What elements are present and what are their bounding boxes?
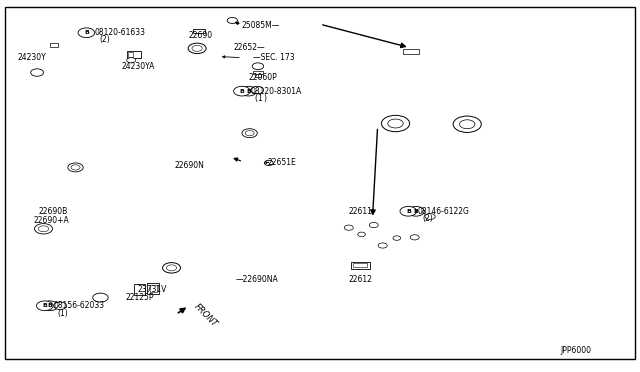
Text: 22611: 22611 (349, 207, 372, 216)
Text: 22690+A: 22690+A (33, 216, 69, 225)
Circle shape (408, 206, 424, 216)
Circle shape (71, 165, 80, 170)
Text: B: B (413, 209, 419, 214)
Circle shape (358, 232, 365, 237)
Circle shape (78, 28, 95, 38)
Text: (2): (2) (422, 214, 433, 223)
Text: B: B (246, 89, 251, 94)
Circle shape (42, 301, 58, 311)
Circle shape (31, 69, 44, 76)
Bar (150, 285, 157, 292)
Text: 23731V: 23731V (138, 285, 167, 294)
Circle shape (460, 120, 475, 129)
Text: B: B (42, 303, 47, 308)
Circle shape (242, 129, 257, 138)
Bar (353, 263, 367, 267)
Circle shape (252, 63, 264, 70)
Bar (351, 262, 370, 269)
Text: FRONT: FRONT (192, 302, 219, 329)
Bar (127, 51, 141, 58)
Circle shape (245, 131, 254, 136)
Text: (1 ): (1 ) (255, 94, 267, 103)
Text: (1): (1) (58, 309, 68, 318)
Text: B: B (84, 30, 89, 35)
Bar (403, 49, 419, 54)
Circle shape (68, 163, 83, 172)
Bar (147, 283, 159, 294)
Circle shape (227, 17, 237, 23)
Circle shape (163, 263, 180, 273)
Circle shape (251, 86, 264, 94)
Text: 24230Y: 24230Y (18, 53, 47, 62)
Circle shape (453, 116, 481, 132)
Circle shape (410, 235, 419, 240)
Circle shape (36, 301, 53, 311)
Circle shape (234, 86, 250, 96)
Circle shape (344, 225, 353, 230)
Text: 25085M—: 25085M— (242, 21, 280, 30)
Text: 22612: 22612 (349, 275, 372, 284)
Circle shape (400, 206, 417, 216)
Circle shape (381, 115, 410, 132)
Text: 22690B: 22690B (38, 207, 68, 216)
Text: 08120-8301A: 08120-8301A (251, 87, 302, 96)
Circle shape (393, 236, 401, 240)
Text: 22652—: 22652— (234, 43, 265, 52)
Bar (255, 74, 261, 77)
Bar (134, 284, 145, 295)
Circle shape (369, 222, 378, 228)
Text: B: B (47, 303, 52, 308)
Circle shape (93, 293, 108, 302)
Bar (253, 71, 263, 74)
Text: 08120-61633: 08120-61633 (95, 28, 146, 37)
Circle shape (425, 214, 435, 219)
Circle shape (378, 243, 387, 248)
Text: 22125P: 22125P (125, 293, 154, 302)
Text: —22690NA: —22690NA (236, 275, 278, 284)
Circle shape (192, 45, 202, 51)
Text: 22690: 22690 (189, 31, 213, 40)
Text: (2): (2) (99, 35, 110, 44)
Text: B: B (406, 209, 411, 214)
Circle shape (188, 43, 206, 54)
Circle shape (38, 226, 49, 232)
Circle shape (127, 58, 136, 63)
Text: JPP6000: JPP6000 (560, 346, 591, 355)
Text: B: B (239, 89, 244, 94)
Circle shape (264, 160, 273, 166)
Text: 08156-62033: 08156-62033 (53, 301, 104, 310)
Text: 22690N: 22690N (174, 161, 204, 170)
Bar (193, 29, 205, 33)
Text: 24230YA: 24230YA (122, 62, 155, 71)
Bar (50, 43, 58, 46)
Text: 22060P: 22060P (248, 73, 277, 82)
Text: —SEC. 173: —SEC. 173 (253, 53, 294, 62)
Circle shape (388, 119, 403, 128)
Circle shape (240, 86, 257, 96)
Circle shape (35, 224, 52, 234)
Circle shape (54, 302, 67, 310)
Circle shape (166, 265, 177, 271)
Text: 22651E: 22651E (268, 158, 296, 167)
Bar (128, 52, 133, 57)
Text: 08146-6122G: 08146-6122G (417, 207, 469, 216)
